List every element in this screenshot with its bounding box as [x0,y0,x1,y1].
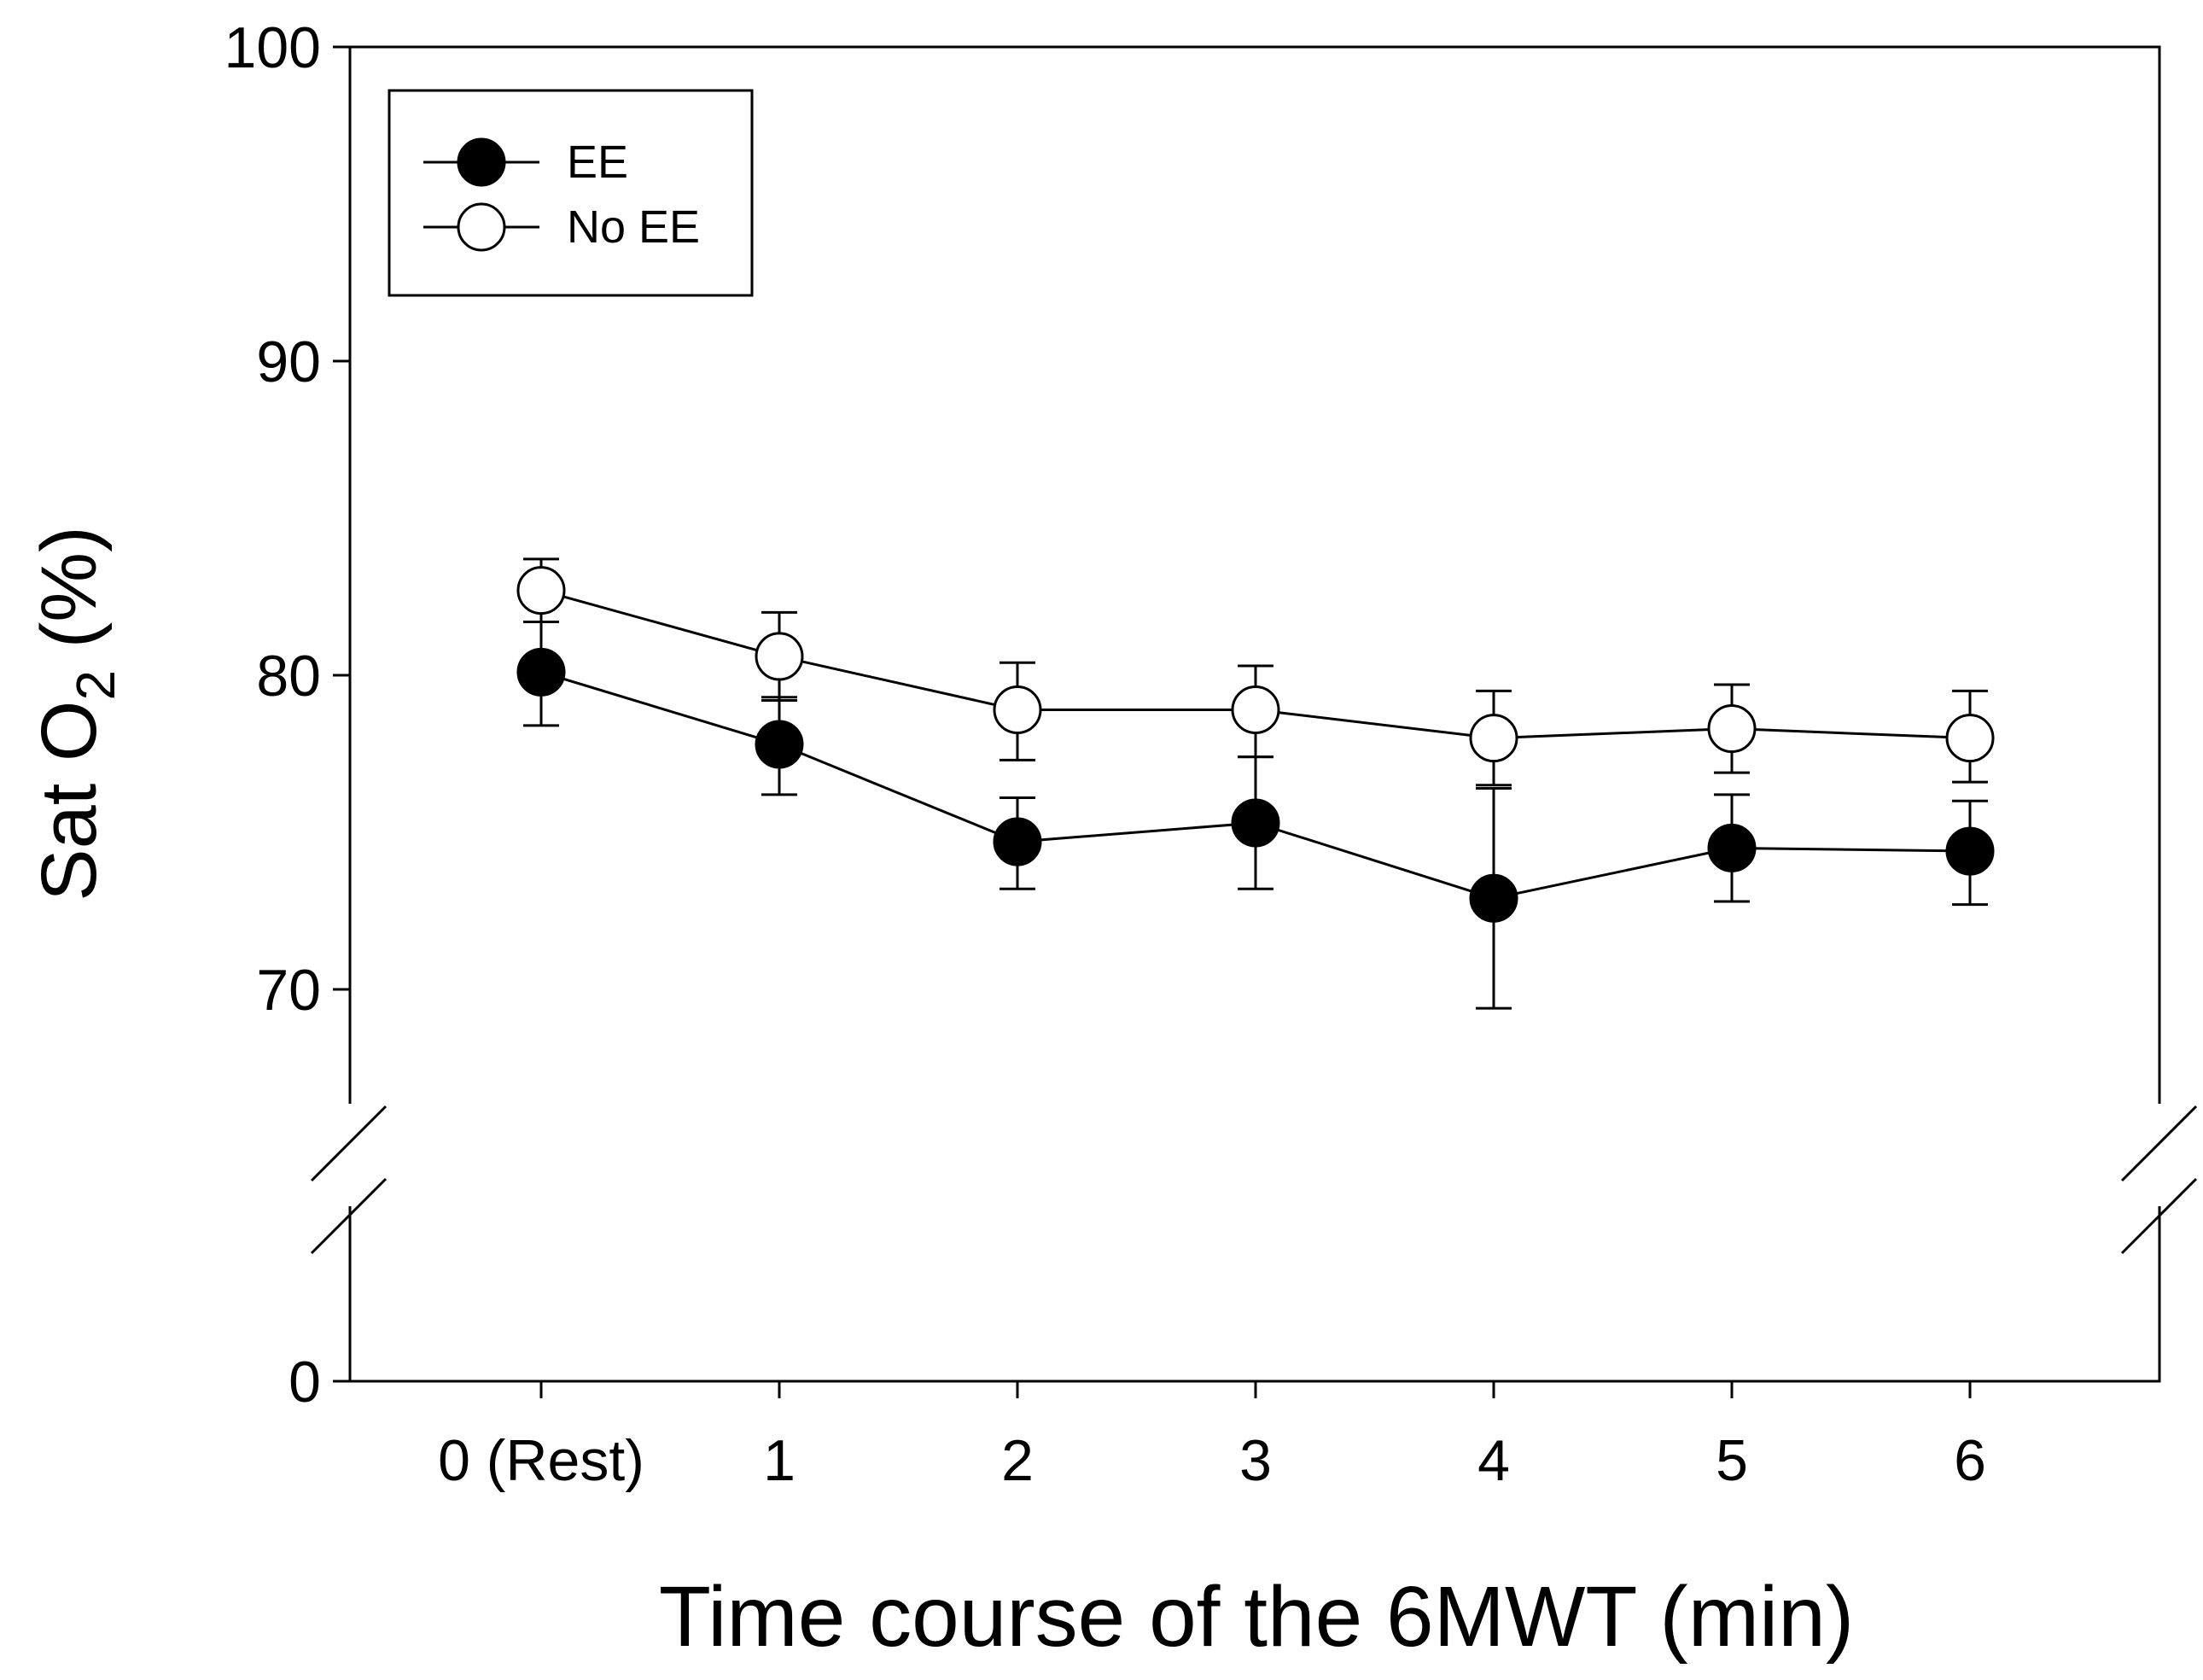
series-no-ee-point-1 [755,632,804,681]
legend-box [388,89,754,297]
series-no-ee-point-5 [1707,704,1757,754]
legend-noee-label: No EE [567,201,700,253]
series-ee-point-5 [1707,823,1757,872]
series-no-ee-point-3 [1231,685,1280,734]
axis-break-gap-right [2153,1104,2165,1206]
axis-break-slash-right-2 [2120,1177,2198,1255]
series-ee-point-1 [755,720,804,769]
x-tick-label-1: 1 [763,1428,796,1493]
series-no-ee-point-6 [1945,714,1995,763]
y-tick-label-0: 0 [288,1350,321,1415]
y-tick-label-80: 80 [256,644,321,709]
y-tick-label-100: 100 [224,15,321,80]
series-layer [516,557,1995,1010]
x-tick-label-6: 6 [1954,1428,1986,1493]
y-axis-title-suffix: (%) [26,526,113,670]
x-tick-label-4: 4 [1477,1428,1510,1493]
y-tick-label-70: 70 [256,958,321,1023]
x-axis-title: Time course of the 6MWT (min) [659,1569,1854,1665]
axis-break-slash-right-1 [2120,1105,2198,1182]
y-axis-title-main: Sat O [26,701,113,901]
x-tick-label-2: 2 [1001,1428,1034,1493]
axis-break-gap-left [345,1104,357,1206]
legend-ee-label: EE [567,137,628,188]
axis-break-slash-left-2 [310,1177,388,1255]
y-axis-ticks: 0 70 80 90 100 [224,15,350,1415]
series-no-ee-point-4 [1469,714,1518,763]
y-axis-title: Sat O2 (%) [26,526,126,901]
axis-break-slash-left-1 [310,1105,388,1182]
series-ee-point-6 [1945,826,1995,876]
series-ee-point-0 [516,647,566,697]
series-ee-point-3 [1231,798,1280,848]
series-ee-point-2 [993,817,1042,866]
x-tick-label-5: 5 [1716,1428,1748,1493]
y-axis-title-subscript: 2 [65,670,126,701]
x-axis-ticks: 0 (Rest) 1 2 3 4 5 6 [438,1381,1986,1493]
y-tick-label-90: 90 [256,330,321,394]
axis-break [310,1104,2198,1255]
legend: EE No EE [388,89,754,297]
x-tick-label-3: 3 [1239,1428,1272,1493]
x-tick-label-0: 0 (Rest) [438,1428,644,1493]
series-no-ee-point-0 [516,566,566,615]
legend-ee-marker [457,137,506,187]
legend-noee-marker [457,202,506,252]
series-ee-point-4 [1469,873,1518,923]
series-no-ee-point-2 [993,685,1042,734]
